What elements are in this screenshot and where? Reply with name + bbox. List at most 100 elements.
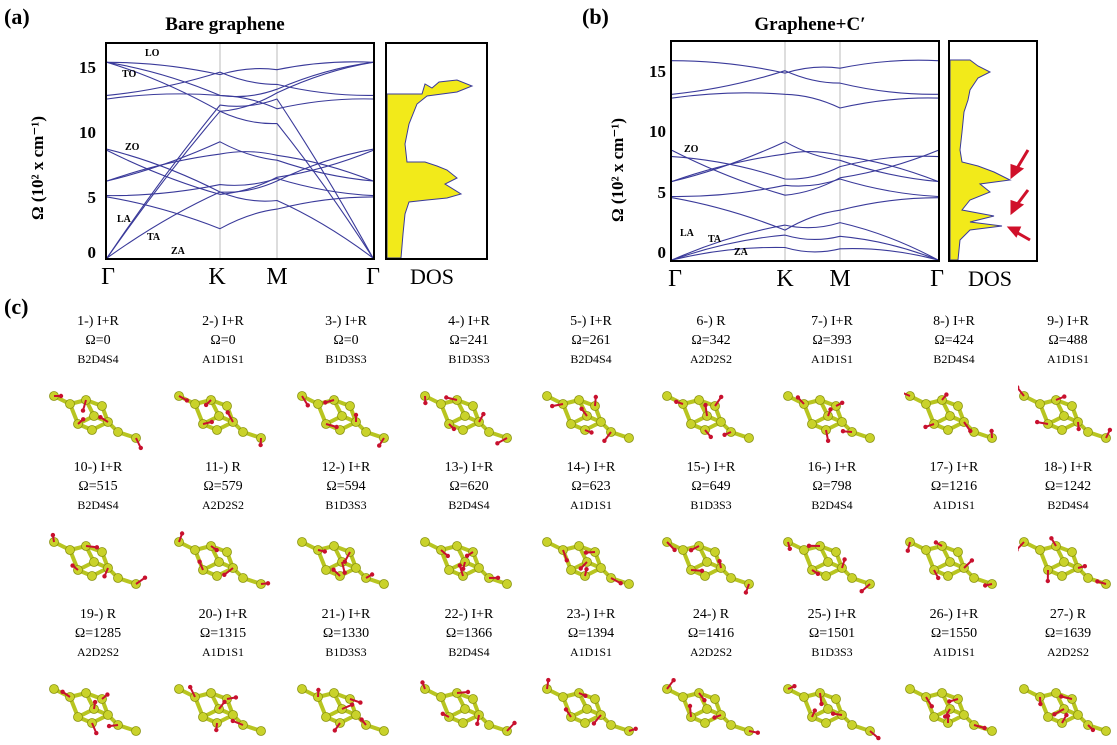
dos-peak-arrows <box>1010 150 1030 240</box>
mode-id: 4-) I+R <box>409 312 529 331</box>
mode-id: 12-) I+R <box>286 458 406 477</box>
panel-b-ytick: 5 <box>644 183 666 203</box>
band-label-zo: ZO <box>125 142 140 153</box>
band-line <box>672 152 938 182</box>
panel-b-ylabel: Ω (10² x cm⁻¹) <box>608 118 628 222</box>
panel-a-band-plot: LO TO ZO LA TA ZA <box>105 42 375 260</box>
mode-structure-image <box>904 528 1009 598</box>
band-line-za <box>672 247 938 260</box>
mode-frequency: Ω=1550 <box>894 624 1014 643</box>
band-label-la: LA <box>680 228 695 239</box>
band-line <box>107 152 373 181</box>
mode-frequency: Ω=620 <box>409 477 529 496</box>
band-label-lo: LO <box>145 48 160 59</box>
mode-frequency: Ω=0 <box>286 331 406 350</box>
mode-id: 23-) I+R <box>531 605 651 624</box>
mode-irrep: A2D2S2 <box>38 643 158 662</box>
panel-a-dos-label: DOS <box>410 264 454 290</box>
mode-frequency: Ω=1501 <box>772 624 892 643</box>
mode-irrep: B2D4S4 <box>409 496 529 515</box>
mode-irrep: B2D4S4 <box>38 350 158 369</box>
band-label-zo: ZO <box>684 144 699 155</box>
mode-structure-image <box>541 528 646 598</box>
band-line <box>107 179 373 196</box>
mode-structure-image <box>173 675 278 745</box>
mode-structure-image <box>541 382 646 452</box>
mode-frequency: Ω=1639 <box>1008 624 1117 643</box>
mode-frequency: Ω=1216 <box>894 477 1014 496</box>
panel-a-xtick: Γ <box>93 264 123 291</box>
mode-id: 24-) R <box>651 605 771 624</box>
mode-irrep: A2D2S2 <box>163 496 283 515</box>
mode-irrep: A1D1S1 <box>531 496 651 515</box>
mode-frequency: Ω=241 <box>409 331 529 350</box>
mode-frequency: Ω=342 <box>651 331 771 350</box>
mode-frequency: Ω=1394 <box>531 624 651 643</box>
panel-a-ylabel: Ω (10² x cm⁻¹) <box>28 116 48 220</box>
panel-b-xtick: K <box>770 266 800 293</box>
mode-frequency: Ω=261 <box>531 331 651 350</box>
band-line <box>107 72 373 95</box>
band-line <box>672 198 938 230</box>
panel-a-tag: (a) <box>4 4 30 30</box>
mode-frequency: Ω=1285 <box>38 624 158 643</box>
panel-b-bands-svg: ZO LA TA ZA <box>672 42 938 260</box>
mode-frequency: Ω=515 <box>38 477 158 496</box>
band-label-za: ZA <box>734 247 749 258</box>
mode-irrep: B2D4S4 <box>1008 496 1117 515</box>
band-label-ta: TA <box>708 234 722 245</box>
panel-a-ytick: 15 <box>74 58 96 78</box>
mode-structure-image <box>173 528 278 598</box>
panel-b-band-plot: ZO LA TA ZA <box>670 40 940 262</box>
panel-b-tag: (b) <box>582 4 609 30</box>
mode-frequency: Ω=1242 <box>1008 477 1117 496</box>
panel-a-bands-svg: LO TO ZO LA TA ZA <box>107 44 373 258</box>
mode-id: 15-) I+R <box>651 458 771 477</box>
mode-irrep: A2D2S2 <box>651 643 771 662</box>
mode-id: 10-) I+R <box>38 458 158 477</box>
mode-irrep: A1D1S1 <box>772 350 892 369</box>
mode-id: 27-) R <box>1008 605 1117 624</box>
mode-structure-image <box>1018 528 1117 598</box>
panel-a-ytick: 10 <box>74 123 96 143</box>
mode-id: 22-) I+R <box>409 605 529 624</box>
mode-structure-image <box>296 528 401 598</box>
panel-a-title: Bare graphene <box>150 14 300 36</box>
mode-irrep: B2D4S4 <box>894 350 1014 369</box>
mode-structure-image <box>296 382 401 452</box>
panel-b-ytick: 10 <box>644 122 666 142</box>
band-label-za: ZA <box>171 246 186 257</box>
mode-irrep: A1D1S1 <box>163 643 283 662</box>
mode-structure-image <box>419 382 524 452</box>
panel-b-dos-label: DOS <box>968 266 1012 292</box>
mode-frequency: Ω=488 <box>1008 331 1117 350</box>
mode-irrep: B1D3S3 <box>286 350 406 369</box>
mode-irrep: A2D2S2 <box>1008 643 1117 662</box>
panel-b-ytick: 0 <box>644 243 666 263</box>
panel-b-dos-svg <box>950 42 1036 260</box>
panel-b-xtick: Γ <box>660 266 690 293</box>
panel-b-dos-plot <box>948 40 1038 262</box>
mode-id: 13-) I+R <box>409 458 529 477</box>
mode-frequency: Ω=0 <box>38 331 158 350</box>
band-line <box>107 62 373 75</box>
mode-irrep: B2D4S4 <box>531 350 651 369</box>
mode-irrep: A1D1S1 <box>531 643 651 662</box>
mode-irrep: B1D3S3 <box>409 350 529 369</box>
mode-irrep: B2D4S4 <box>772 496 892 515</box>
